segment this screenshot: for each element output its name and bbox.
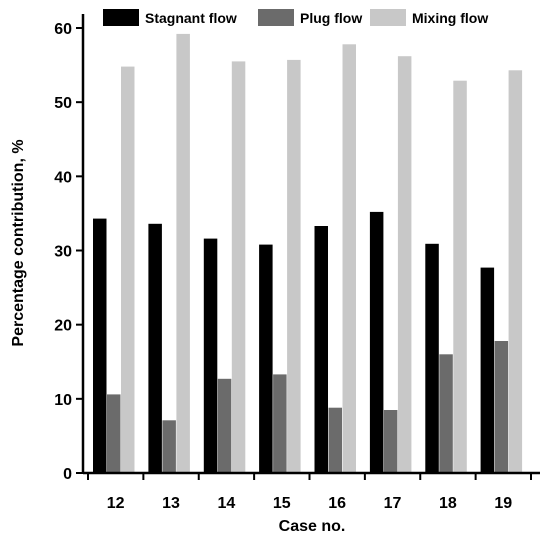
bar-stagnant-flow-12: [93, 218, 107, 473]
bar-mixing-flow-18: [453, 80, 467, 473]
bar-mixing-flow-17: [397, 56, 412, 473]
legend-label: Stagnant flow: [145, 10, 237, 26]
y-tick-label: 0: [63, 466, 72, 483]
x-tick-label: 18: [439, 495, 457, 512]
bar-stagnant-flow-13: [148, 223, 162, 473]
bar-stagnant-flow-16: [314, 226, 328, 473]
bar-plug-flow-14: [217, 378, 232, 473]
bar-plug-flow-16: [328, 407, 342, 473]
x-tick-label: 17: [384, 495, 402, 512]
bar-stagnant-flow-14: [203, 238, 218, 473]
bar-mixing-flow-15: [287, 59, 301, 474]
y-tick-label: 30: [54, 244, 72, 261]
y-tick-label: 20: [54, 318, 72, 335]
legend-label: Mixing flow: [412, 10, 488, 26]
x-tick-label: 15: [273, 495, 291, 512]
y-tick-label: 10: [54, 392, 72, 409]
bar-plug-flow-12: [107, 394, 121, 473]
bar-mixing-flow-19: [508, 70, 523, 474]
bar-mixing-flow-14: [231, 61, 246, 474]
legend-label: Plug flow: [300, 10, 362, 26]
axes-group: 0 10 20 30 40 50 60 12 13 14 15 16 17 18 19: [54, 14, 540, 512]
bar-plug-flow-19: [494, 341, 509, 473]
bar-plug-flow-15: [273, 374, 287, 473]
y-tick-label: 60: [54, 21, 72, 38]
x-tick-label: 12: [107, 495, 125, 512]
x-tick-label: 19: [494, 495, 512, 512]
bar-plug-flow-18: [439, 354, 453, 473]
bars-group: [93, 33, 523, 474]
legend-swatch: [103, 9, 139, 26]
y-axis-label: Percentage contribution, %: [10, 139, 27, 346]
x-tick-label: 14: [218, 495, 236, 512]
legend-swatch: [370, 9, 406, 26]
bar-mixing-flow-16: [342, 44, 356, 474]
bar-stagnant-flow-18: [425, 243, 439, 473]
x-axis-label: Case no.: [279, 518, 346, 535]
y-tick-label: 50: [54, 95, 72, 112]
bar-stagnant-flow-15: [259, 244, 273, 473]
bar-plug-flow-17: [383, 410, 398, 473]
bar-mixing-flow-12: [121, 66, 135, 473]
x-tick-label: 13: [162, 495, 180, 512]
legend: Stagnant flow Plug flow Mixing flow: [103, 9, 488, 26]
bar-plug-flow-13: [162, 420, 176, 473]
legend-swatch: [258, 9, 294, 26]
bar-mixing-flow-13: [176, 33, 190, 474]
bar-stagnant-flow-19: [480, 267, 495, 473]
y-tick-label: 40: [54, 169, 72, 186]
x-tick-label: 16: [328, 495, 346, 512]
bar-stagnant-flow-17: [369, 211, 384, 473]
